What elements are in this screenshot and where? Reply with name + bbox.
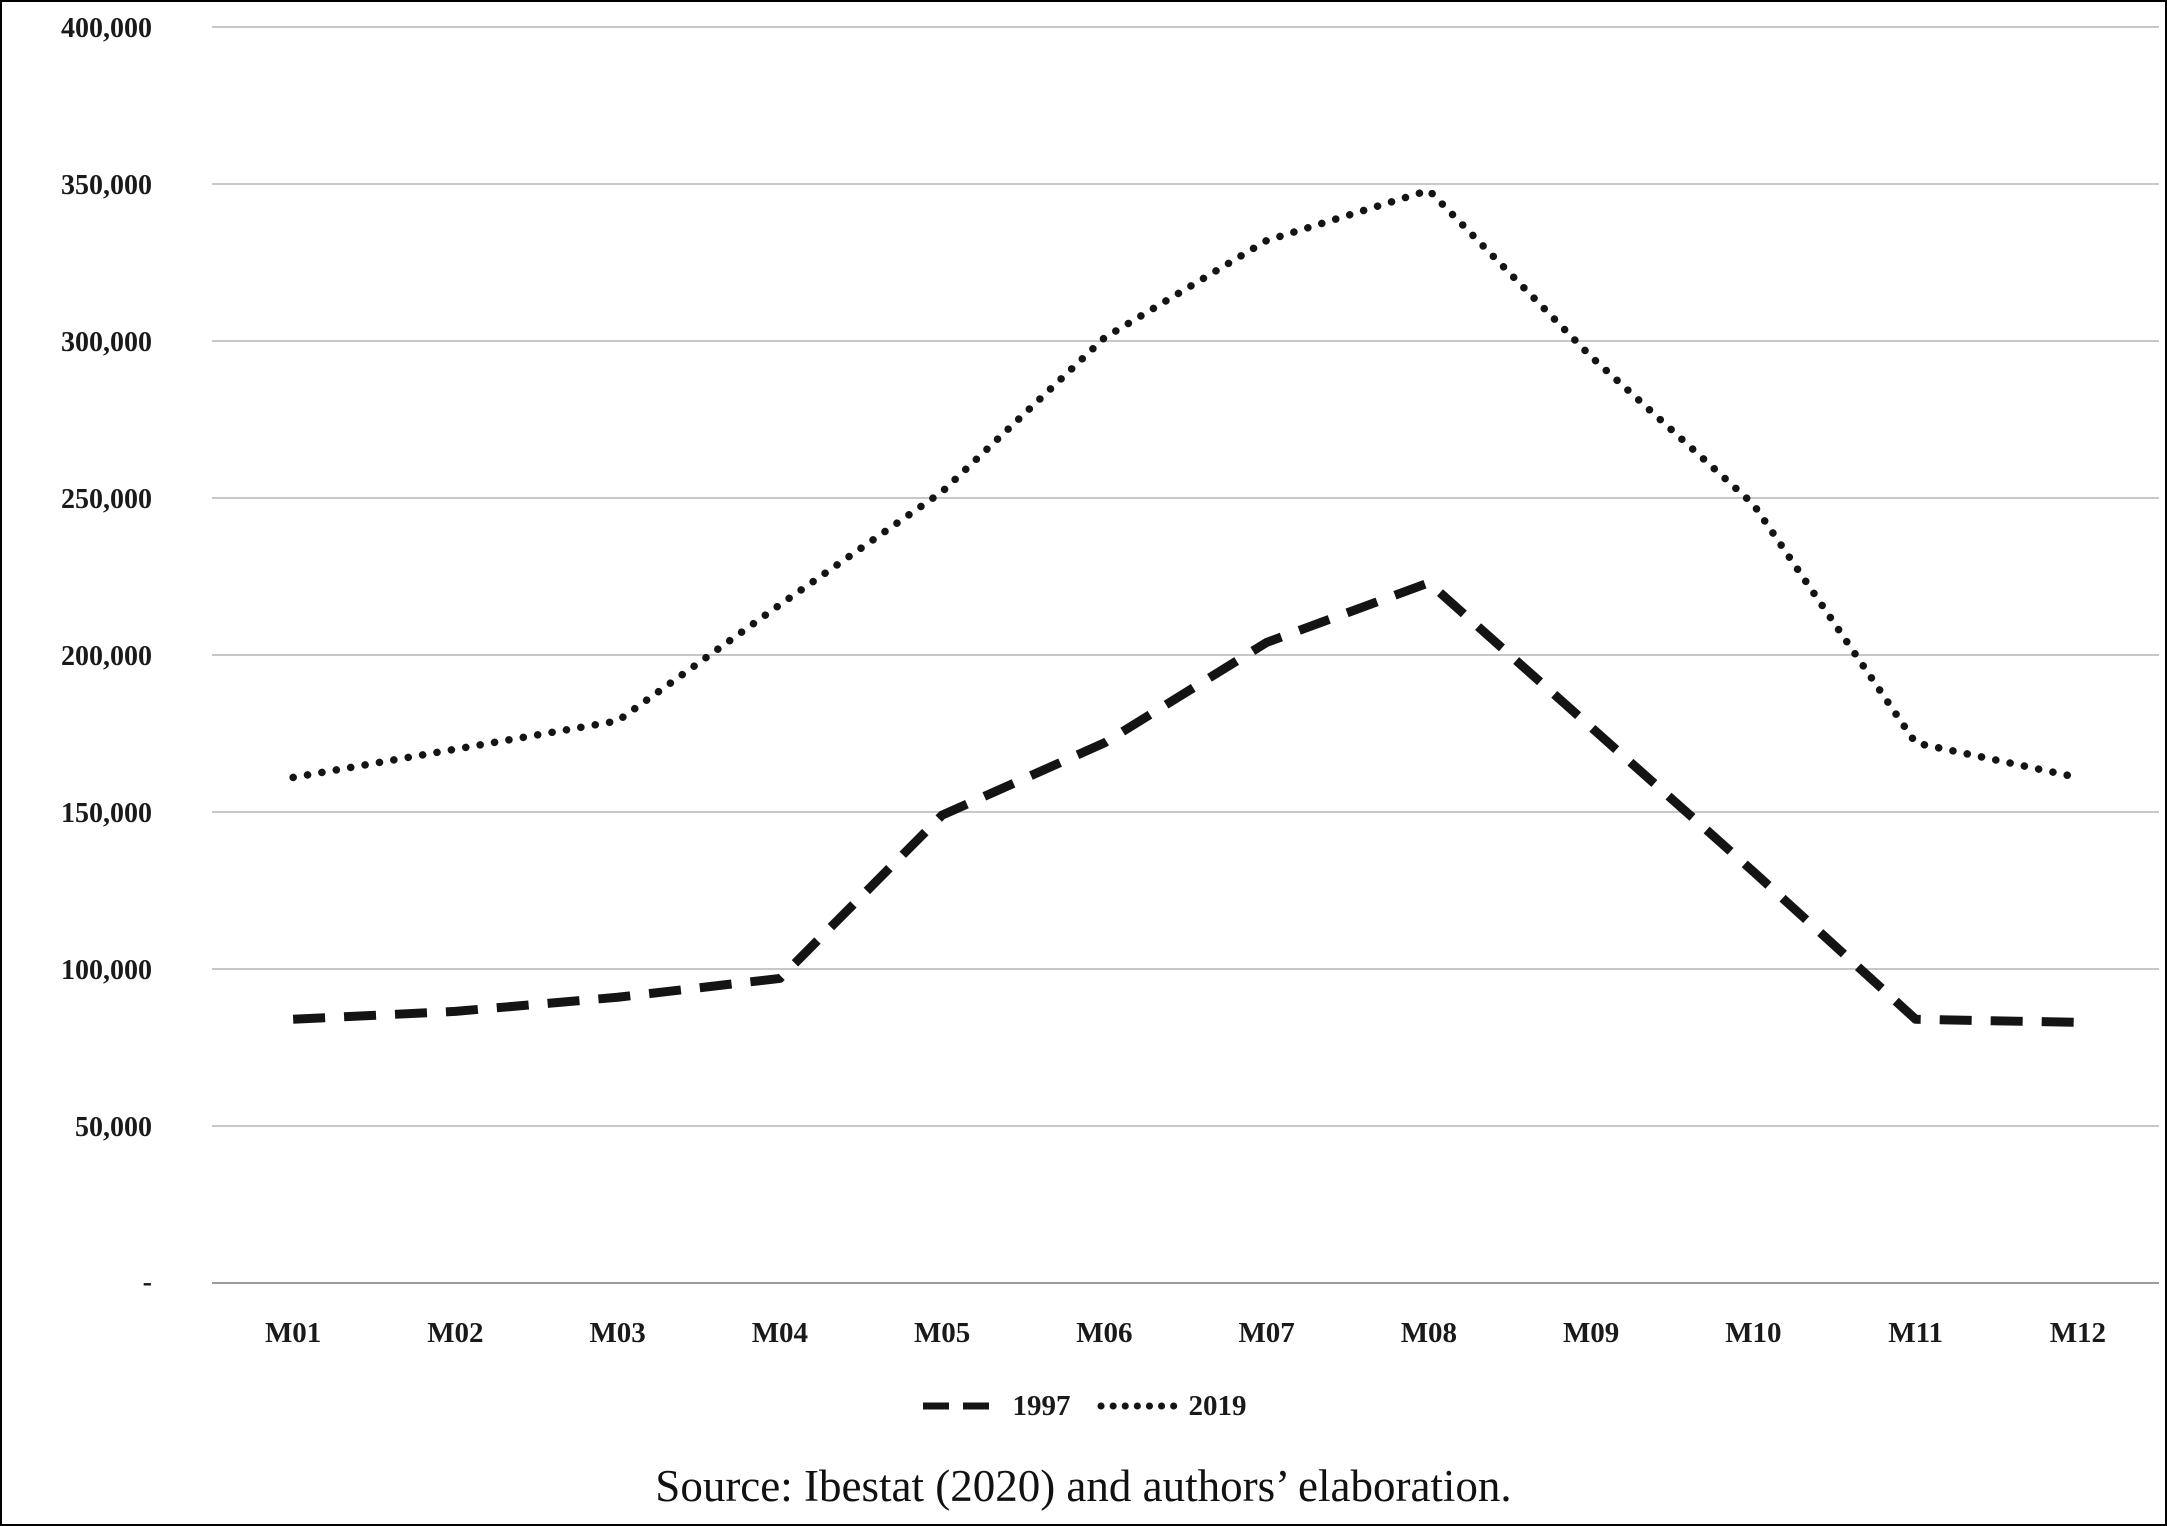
x-tick-label: M04	[752, 1317, 808, 1349]
y-tick-label: 50,000	[75, 1112, 152, 1143]
x-tick-label: M07	[1238, 1317, 1294, 1349]
dashed-line-sample-icon	[922, 1402, 1003, 1410]
line-chart: - 50,000 100,000 150,000 200,000 250,000 300,0…	[61, 13, 2159, 1349]
y-tick-label: 300,000	[61, 327, 152, 358]
y-tick-label: 350,000	[61, 170, 152, 201]
x-tick-label: M05	[914, 1317, 970, 1349]
y-tick-label: 250,000	[61, 484, 152, 515]
x-tick-label: M12	[2050, 1317, 2106, 1349]
legend-label-2019: 2019	[1188, 1389, 1247, 1422]
x-tick-label: M03	[589, 1317, 645, 1349]
y-tick-label: 200,000	[61, 641, 152, 672]
source-caption: Source: Ibestat (2020) and authors’ elab…	[655, 1461, 1512, 1511]
y-tick-label: 100,000	[61, 955, 152, 986]
series-line-1997	[292, 578, 2078, 1027]
y-tick-label: 400,000	[61, 13, 152, 44]
x-tick-label: M09	[1563, 1317, 1619, 1349]
legend-item-2019: 2019	[1097, 1390, 1247, 1423]
legend-label-1997: 1997	[1012, 1389, 1071, 1422]
x-tick-label: M02	[427, 1317, 483, 1349]
legend-item-1997: 1997	[921, 1390, 1071, 1423]
chart-legend: 1997 2019	[2, 1374, 2165, 1438]
x-tick-label: M10	[1725, 1317, 1781, 1349]
x-tick-label: M06	[1076, 1317, 1132, 1349]
y-tick-label: -	[143, 1267, 152, 1298]
y-tick-label: 150,000	[61, 798, 152, 829]
x-tick-label: M01	[265, 1317, 321, 1349]
series-line-2019	[289, 186, 2082, 782]
x-tick-label: M08	[1401, 1317, 1457, 1349]
x-tick-label: M11	[1888, 1317, 1943, 1349]
dotted-line-sample-icon	[1097, 1402, 1181, 1410]
